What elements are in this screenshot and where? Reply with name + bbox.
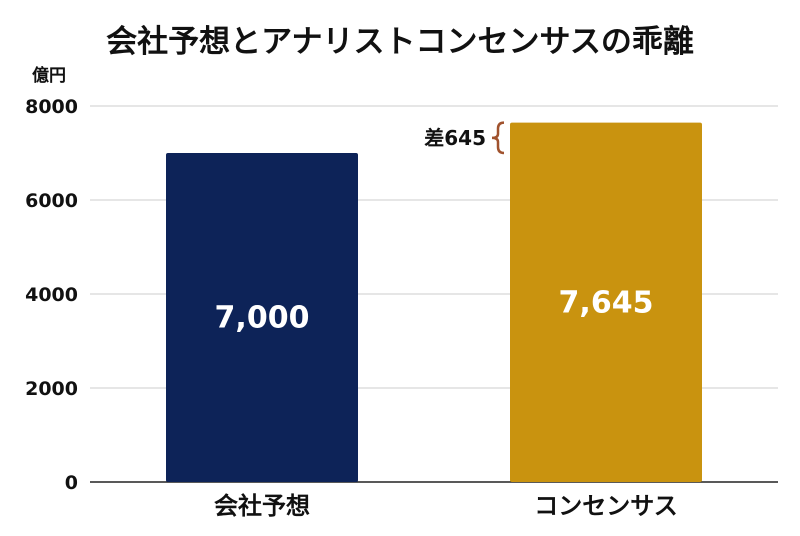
y-tick-label: 8000 xyxy=(25,96,78,118)
bar-value-label: 7,000 xyxy=(215,301,310,336)
difference-label: 差645 xyxy=(424,126,486,150)
y-tick-label: 0 xyxy=(65,472,78,494)
bar-value-label: 7,645 xyxy=(559,285,654,320)
x-axis-labels: 会社予想 コンセンサス xyxy=(214,492,678,520)
difference-annotation: 差645 xyxy=(424,121,505,155)
bar xyxy=(166,153,358,482)
x-category-label: コンセンサス xyxy=(534,492,678,520)
y-tick-label: 6000 xyxy=(25,190,78,212)
value-labels: 7,000 7,645 xyxy=(215,285,654,335)
difference-bracket-icon xyxy=(491,121,505,155)
y-axis-unit-label: 億円 xyxy=(32,65,66,86)
bar xyxy=(510,122,702,482)
x-category-label: 会社予想 xyxy=(214,492,310,520)
bars xyxy=(166,122,702,482)
y-axis-ticks: 0 2000 4000 6000 8000 xyxy=(25,96,78,494)
y-tick-label: 4000 xyxy=(25,284,78,306)
chart-title: 会社予想とアナリストコンセンサスの乖離 xyxy=(106,24,694,60)
y-tick-label: 2000 xyxy=(25,378,78,400)
